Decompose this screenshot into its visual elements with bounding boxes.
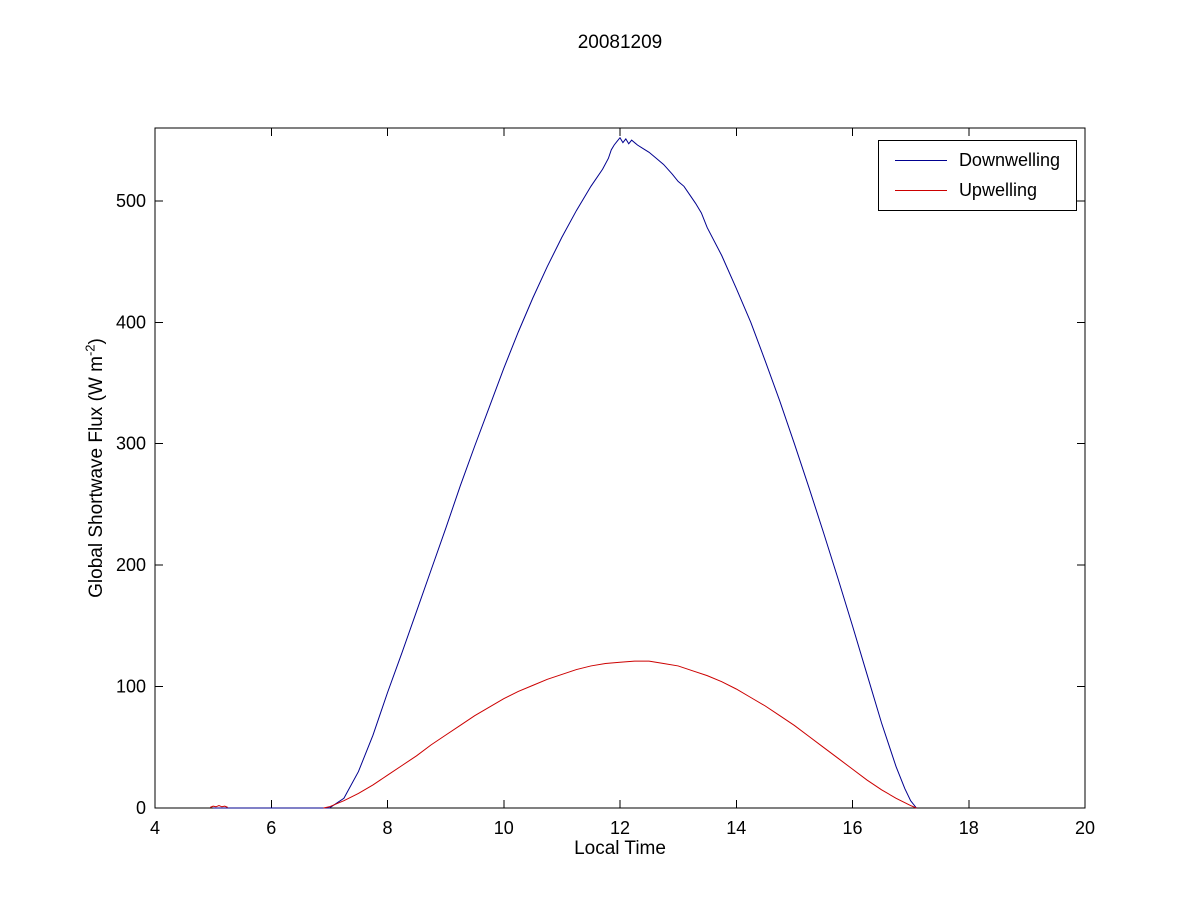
x-tick-label: 16: [842, 818, 862, 838]
legend-entry-downwelling: Downwelling: [894, 150, 1060, 171]
legend-label-upwelling: Upwelling: [958, 180, 1037, 200]
x-tick-label: 18: [959, 818, 979, 838]
x-tick-label: 8: [382, 818, 392, 838]
x-tick-label: 12: [610, 818, 630, 838]
x-tick-label: 10: [494, 818, 514, 838]
legend-line-downwelling: [894, 160, 947, 161]
x-tick-label: 4: [150, 818, 160, 838]
x-tick-label: 6: [266, 818, 276, 838]
x-tick-label: 20: [1075, 818, 1095, 838]
y-tick-label: 200: [116, 555, 146, 575]
x-tick-label: 14: [726, 818, 746, 838]
chart-title: 20081209: [577, 32, 663, 53]
axes-box: [154, 127, 1086, 809]
y-tick-label: 400: [116, 312, 146, 332]
y-tick-label: 300: [116, 434, 146, 454]
y-axis-label-pre: Global Shortwave Flux (W m: [86, 356, 107, 598]
y-axis-label-superscript: -2: [82, 344, 98, 357]
legend-label-downwelling: Downwelling: [958, 150, 1060, 170]
x-axis-label: Local Time: [574, 838, 666, 859]
y-axis-label-post: ): [86, 338, 107, 345]
y-tick-label: 0: [136, 798, 146, 818]
downwelling-line: [213, 136, 917, 809]
legend-line-upwelling: [894, 190, 947, 191]
y-tick-label: 500: [116, 191, 146, 211]
legend: Downwelling Upwelling: [877, 140, 1077, 211]
legend-entry-upwelling: Upwelling: [894, 180, 1060, 201]
upwelling-line: [210, 660, 917, 809]
y-axis-label: Global Shortwave Flux (W m-2): [82, 338, 108, 598]
y-tick-label: 100: [116, 677, 146, 697]
